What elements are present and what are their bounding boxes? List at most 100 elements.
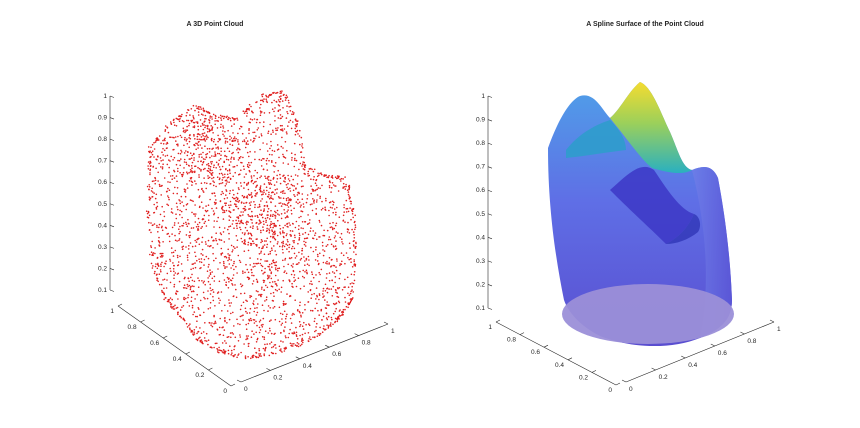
- data-point: [247, 335, 249, 337]
- data-point: [273, 237, 276, 240]
- data-point: [214, 305, 216, 307]
- data-point: [271, 266, 273, 268]
- data-point: [247, 249, 250, 252]
- spline-surface-plot[interactable]: 0.10.20.30.40.50.60.70.80.9100.20.40.60.…: [430, 0, 860, 428]
- data-point: [295, 201, 298, 203]
- data-point: [197, 160, 199, 163]
- data-point: [278, 202, 281, 205]
- data-point: [242, 156, 244, 159]
- data-point: [255, 290, 258, 292]
- data-point: [189, 199, 192, 201]
- data-point: [280, 350, 282, 352]
- data-point: [191, 304, 194, 307]
- data-point: [263, 183, 266, 185]
- data-point: [274, 238, 277, 241]
- data-point: [353, 237, 356, 239]
- data-point: [298, 225, 300, 227]
- data-point: [239, 336, 242, 338]
- data-point: [290, 209, 293, 212]
- data-point: [354, 214, 357, 217]
- data-point: [257, 262, 260, 265]
- data-point: [306, 223, 309, 225]
- data-point: [200, 160, 202, 162]
- data-point: [214, 151, 216, 153]
- data-point: [271, 101, 273, 104]
- data-point: [261, 216, 264, 219]
- data-point: [287, 240, 289, 243]
- data-point: [249, 257, 251, 259]
- data-point: [282, 259, 284, 262]
- data-point: [251, 195, 253, 198]
- data-point: [181, 248, 184, 251]
- data-point: [167, 195, 169, 197]
- data-point: [273, 225, 276, 227]
- data-point: [316, 295, 319, 298]
- point-cloud-plot[interactable]: 0.10.20.30.40.50.60.70.80.9100.20.40.60.…: [0, 0, 430, 428]
- data-point: [204, 339, 206, 342]
- data-point: [329, 238, 332, 241]
- z-tick-label: 0.4: [476, 234, 485, 241]
- data-point: [248, 319, 251, 322]
- data-point: [182, 127, 185, 130]
- data-point: [173, 121, 175, 124]
- y-tick-label: 0.4: [555, 362, 564, 369]
- data-point: [208, 245, 211, 248]
- data-point: [310, 167, 312, 170]
- data-point: [258, 253, 261, 255]
- data-point: [242, 314, 244, 317]
- data-point: [270, 183, 273, 186]
- data-point: [261, 213, 263, 215]
- data-point: [173, 136, 175, 139]
- data-point: [297, 120, 299, 122]
- data-point: [230, 354, 232, 356]
- data-point: [177, 208, 179, 211]
- data-point: [258, 219, 261, 221]
- data-point: [218, 139, 221, 141]
- data-point: [302, 227, 304, 230]
- data-point: [179, 202, 182, 205]
- data-point: [250, 179, 253, 182]
- data-point: [293, 234, 296, 237]
- data-point: [148, 188, 150, 191]
- data-point: [307, 255, 310, 258]
- data-point: [284, 259, 286, 261]
- data-point: [326, 318, 329, 321]
- data-point: [321, 331, 324, 334]
- data-point: [215, 167, 217, 169]
- data-point: [270, 209, 272, 212]
- data-point: [269, 224, 271, 227]
- data-point: [240, 221, 243, 223]
- data-point: [314, 189, 316, 192]
- data-point: [190, 268, 192, 271]
- data-point: [181, 246, 183, 248]
- data-point: [182, 171, 185, 174]
- data-point: [297, 228, 300, 231]
- data-point: [288, 332, 291, 335]
- data-point: [220, 254, 223, 256]
- data-point: [207, 175, 209, 177]
- z-tick-label: 0.4: [98, 222, 107, 229]
- data-point: [298, 251, 300, 254]
- data-point: [197, 128, 200, 131]
- data-point: [322, 296, 324, 299]
- data-point: [294, 299, 297, 302]
- data-point: [344, 278, 346, 281]
- data-point: [260, 324, 263, 326]
- data-point: [294, 118, 297, 121]
- data-point: [341, 238, 343, 240]
- data-point: [248, 161, 250, 164]
- data-point: [189, 171, 192, 173]
- data-point: [199, 336, 201, 339]
- data-point: [220, 123, 222, 126]
- data-point: [218, 152, 221, 155]
- data-point: [281, 124, 283, 127]
- data-point: [154, 265, 157, 268]
- data-point: [189, 114, 191, 116]
- data-point: [290, 183, 293, 186]
- data-point: [233, 227, 235, 229]
- data-point: [287, 174, 289, 177]
- data-point: [158, 226, 160, 229]
- data-point: [338, 277, 341, 280]
- data-point: [216, 220, 218, 223]
- data-point: [180, 151, 183, 153]
